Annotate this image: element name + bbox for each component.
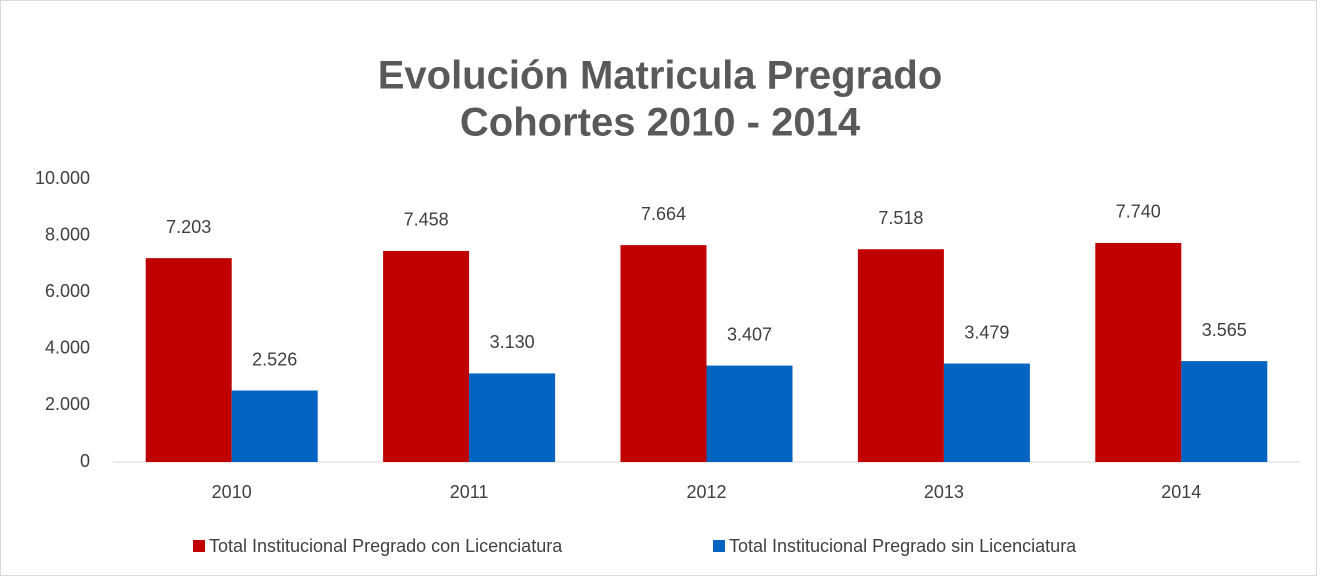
data-label: 3.479: [964, 322, 1009, 342]
legend-swatch: [193, 540, 205, 552]
bar: [943, 363, 1030, 462]
chart-title: Evolución Matricula Pregrado: [378, 54, 943, 98]
legend-label: Total Institucional Pregrado con Licenci…: [209, 536, 563, 556]
x-tick-label: 2014: [1161, 482, 1201, 502]
bar: [231, 390, 318, 462]
legend-label: Total Institucional Pregrado sin Licenci…: [729, 536, 1077, 556]
data-label: 7.518: [878, 208, 923, 228]
data-label: 7.740: [1116, 202, 1161, 222]
bar: [469, 373, 556, 462]
data-label: 3.407: [727, 324, 772, 344]
bar: [620, 245, 707, 462]
y-tick-label: 4.000: [45, 338, 90, 358]
bar: [383, 250, 470, 462]
y-tick-label: 10.000: [35, 168, 90, 188]
data-label: 3.565: [1202, 320, 1247, 340]
y-tick-label: 8.000: [45, 224, 90, 244]
data-label: 2.526: [252, 349, 297, 369]
bar: [857, 249, 944, 462]
x-tick-label: 2010: [212, 482, 252, 502]
data-label: 7.458: [404, 210, 449, 230]
x-tick-label: 2012: [686, 482, 726, 502]
x-tick-label: 2011: [450, 482, 489, 502]
x-tick-label: 2013: [924, 482, 964, 502]
bar: [1095, 242, 1182, 462]
bar: [706, 365, 793, 462]
y-tick-label: 0: [80, 451, 90, 471]
data-label: 3.130: [490, 332, 535, 352]
bar: [145, 258, 232, 462]
data-label: 7.664: [641, 204, 686, 224]
y-tick-label: 6.000: [45, 281, 90, 301]
data-label: 7.203: [166, 217, 211, 237]
legend-swatch: [713, 540, 725, 552]
bar: [1181, 361, 1268, 462]
y-tick-label: 2.000: [45, 394, 90, 414]
chart-title: Cohortes 2010 - 2014: [460, 101, 861, 145]
